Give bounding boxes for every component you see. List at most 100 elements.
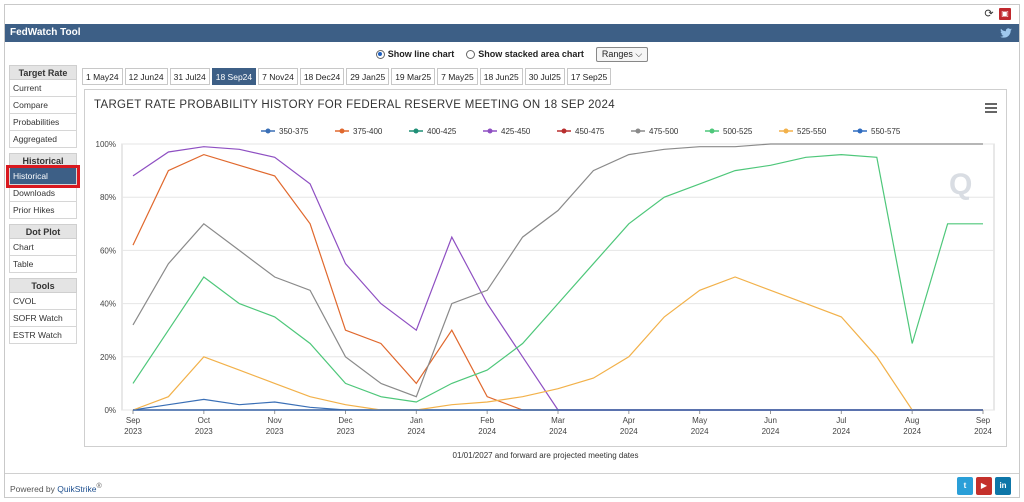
line-chart-radio[interactable]: Show line chart — [375, 49, 455, 59]
x-tick-label-year: 2023 — [195, 427, 213, 436]
quikstrike-watermark-icon: Q — [949, 168, 972, 201]
x-tick-label-month: Sep — [126, 416, 141, 425]
radio-empty-icon — [466, 49, 476, 59]
x-tick-label-month: Oct — [198, 416, 211, 425]
x-tick-label-month: Sep — [976, 416, 991, 425]
legend-marker — [413, 128, 419, 134]
tab-7-may25[interactable]: 7 May25 — [437, 68, 478, 85]
legend-label: 400-425 — [427, 127, 457, 136]
top-bar: ⟳ ▣ — [5, 5, 1019, 25]
x-tick-label-year: 2024 — [549, 427, 567, 436]
y-tick-label: 20% — [100, 353, 116, 362]
tab-18-jun25[interactable]: 18 Jun25 — [479, 68, 523, 85]
tab-30-jul25[interactable]: 30 Jul25 — [524, 68, 565, 85]
app-frame: ⟳ ▣ FedWatch Tool Show line chart Show s… — [4, 4, 1020, 498]
tab-29-jan25[interactable]: 29 Jan25 — [346, 68, 390, 85]
legend-label: 375-400 — [353, 127, 383, 136]
tab-18-sep24[interactable]: 18 Sep24 — [211, 68, 257, 85]
legend-label: 350-375 — [279, 127, 309, 136]
x-tick-label-year: 2024 — [832, 427, 850, 436]
x-tick-label-month: Mar — [551, 416, 565, 425]
y-tick-label: 60% — [100, 246, 116, 255]
chevron-down-icon: ⌵ — [635, 48, 643, 59]
tab-12-jun24[interactable]: 12 Jun24 — [124, 68, 168, 85]
y-tick-label: 100% — [96, 140, 116, 149]
sidebar-item-estr-watch[interactable]: ESTR Watch — [9, 327, 77, 344]
legend-marker — [635, 128, 641, 134]
legend-marker — [265, 128, 271, 134]
app-title: FedWatch Tool — [10, 27, 81, 38]
x-tick-label-year: 2024 — [762, 427, 780, 436]
sidebar-item-historical[interactable]: Historical — [6, 165, 80, 188]
tab-19-mar25[interactable]: 19 Mar25 — [391, 68, 436, 85]
twitter-icon[interactable] — [999, 26, 1013, 40]
sidebar-item-downloads[interactable]: Downloads — [9, 185, 77, 202]
projected-dates-note: 01/01/2027 and forward are projected mee… — [452, 451, 639, 460]
series-line — [132, 398, 983, 411]
y-tick-label: 0% — [104, 406, 116, 415]
tab-31-jul24[interactable]: 31 Jul24 — [169, 68, 210, 85]
x-tick-label-month: Dec — [338, 416, 352, 425]
chart-container: TARGET RATE PROBABILITY HISTORY FOR FEDE… — [84, 89, 1007, 447]
x-tick-label-month: May — [692, 416, 707, 425]
quikstrike-link[interactable]: QuikStrike — [57, 483, 97, 494]
legend-marker — [783, 128, 789, 134]
powered-prefix: Powered by — [10, 483, 58, 494]
x-tick-label-month: Jul — [836, 416, 846, 425]
ranges-label: Ranges — [601, 48, 633, 59]
x-tick-label-year: 2024 — [974, 427, 992, 436]
series-line — [132, 153, 983, 411]
series-line — [132, 143, 983, 398]
legend-label: 425-450 — [501, 127, 531, 136]
legend-marker — [487, 128, 493, 134]
series-line — [132, 146, 983, 411]
legend-marker — [561, 128, 567, 134]
x-tick-label-year: 2024 — [620, 427, 638, 436]
meeting-tabs: 1 May24 12 Jun24 31 Jul24 18 Sep24 7 Nov24 18… — [82, 68, 612, 85]
sidebar-item-sofr-watch[interactable]: SOFR Watch — [9, 310, 77, 327]
youtube-icon[interactable]: ▶ — [976, 477, 992, 495]
x-tick-label-month: Nov — [268, 416, 282, 425]
sidebar-item-aggregated[interactable]: Aggregated — [9, 131, 77, 148]
x-tick-label-year: 2023 — [124, 427, 142, 436]
x-tick-label-year: 2023 — [337, 427, 355, 436]
sidebar-item-table[interactable]: Table — [9, 256, 77, 273]
plot-area — [121, 143, 995, 411]
stacked-chart-label: Show stacked area chart — [478, 49, 584, 59]
sidebar-item-compare[interactable]: Compare — [9, 97, 77, 114]
ranges-dropdown[interactable]: Ranges ⌵ — [595, 46, 649, 62]
y-tick-label: 80% — [100, 193, 116, 202]
legend-marker — [339, 128, 345, 134]
tab-18-dec24[interactable]: 18 Dec24 — [299, 68, 345, 85]
pdf-icon[interactable]: ▣ — [999, 8, 1011, 20]
legend-label: 450-475 — [575, 127, 605, 136]
x-tick-label-year: 2024 — [691, 427, 709, 436]
powered-by: Powered by QuikStrike® — [10, 482, 102, 494]
refresh-icon[interactable]: ⟳ — [984, 8, 994, 20]
sidebar-section-target-rate: Target Rate — [9, 65, 77, 80]
stacked-chart-radio[interactable]: Show stacked area chart — [466, 49, 584, 59]
tab-7-nov24[interactable]: 7 Nov24 — [258, 68, 298, 85]
x-tick-label-year: 2024 — [407, 427, 425, 436]
sidebar-item-probabilities[interactable]: Probabilities — [9, 114, 77, 131]
linkedin-icon[interactable]: in — [995, 477, 1011, 495]
sidebar-item-prior-hikes[interactable]: Prior Hikes — [9, 202, 77, 219]
twitter-social-icon[interactable]: t — [957, 477, 973, 495]
sidebar-item-cvol[interactable]: CVOL — [9, 293, 77, 310]
sidebar-item-current[interactable]: Current — [9, 80, 77, 97]
legend-label: 500-525 — [723, 127, 753, 136]
radio-selected-icon — [375, 49, 385, 59]
legend-marker — [857, 128, 863, 134]
legend-label: 525-550 — [797, 127, 827, 136]
legend-label: 475-500 — [649, 127, 679, 136]
x-tick-label-year: 2023 — [266, 427, 284, 436]
x-tick-label-month: Jun — [764, 416, 777, 425]
sidebar-item-chart[interactable]: Chart — [9, 239, 77, 256]
x-tick-label-year: 2024 — [478, 427, 496, 436]
line-chart-label: Show line chart — [387, 49, 455, 59]
hamburger-menu-icon[interactable] — [985, 103, 997, 113]
chart-title: TARGET RATE PROBABILITY HISTORY FOR FEDE… — [94, 99, 615, 111]
tab-1-may24[interactable]: 1 May24 — [82, 68, 123, 85]
registered-mark: ® — [96, 482, 102, 490]
tab-17-sep25[interactable]: 17 Sep25 — [566, 68, 612, 85]
